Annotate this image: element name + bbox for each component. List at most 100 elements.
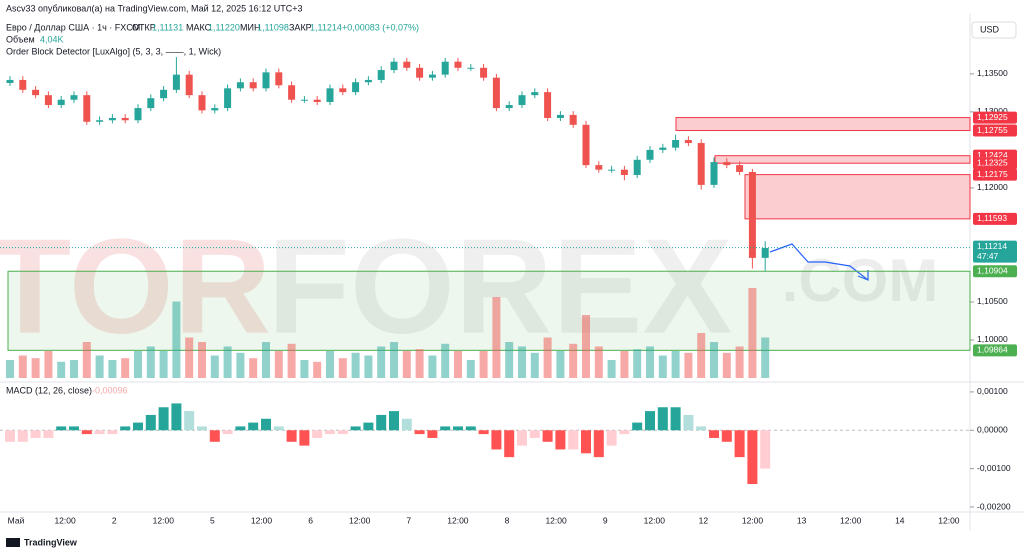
macd-tick-label: -0,00200 bbox=[977, 501, 1011, 511]
macd-bar bbox=[657, 407, 668, 431]
macd-bar bbox=[56, 426, 67, 431]
price-tag-label: 1,10904 bbox=[977, 265, 1008, 275]
volume-bar bbox=[274, 351, 283, 378]
macd-bar bbox=[389, 411, 399, 431]
volume-bar bbox=[697, 333, 706, 378]
candle-body bbox=[428, 74, 436, 78]
macd-bar bbox=[363, 422, 374, 431]
volume-bar bbox=[364, 355, 373, 378]
plot-layer: 1,13500 1,13000 1,12000 1,10500 1,10000 0,001… bbox=[0, 57, 1017, 525]
price-tag bbox=[973, 124, 1017, 137]
candle-body bbox=[684, 140, 692, 144]
macd-bar bbox=[30, 430, 41, 438]
macd-bar bbox=[734, 430, 745, 458]
candle-body bbox=[83, 95, 91, 122]
candle-body bbox=[6, 79, 14, 83]
macd-bar bbox=[517, 430, 527, 446]
volume-bar bbox=[6, 360, 14, 378]
candle-body bbox=[185, 74, 193, 96]
macd-bar bbox=[760, 430, 771, 469]
time-label: 2 bbox=[112, 515, 117, 525]
current-price-tag bbox=[973, 240, 1017, 263]
volume-bar bbox=[326, 351, 334, 378]
volume-bar bbox=[582, 315, 590, 378]
author: Ascv33 опубликовал(а) на TradingView.com… bbox=[6, 3, 302, 13]
volume-bar bbox=[518, 346, 526, 378]
candle-body bbox=[377, 70, 385, 80]
forecast-path bbox=[769, 243, 869, 281]
legend: Евро / Доллар США · 1ч · FXCM ОТКР 1,111… bbox=[6, 22, 419, 56]
time-label: 5 bbox=[210, 515, 215, 525]
macd-bar bbox=[696, 426, 707, 431]
candle-body bbox=[96, 120, 104, 122]
macd-bar bbox=[222, 430, 233, 435]
candle-body bbox=[556, 114, 564, 118]
macd-bar bbox=[427, 430, 438, 438]
candle-body bbox=[70, 95, 78, 100]
volume-bar bbox=[31, 358, 40, 378]
symbol: Евро / Доллар США · 1ч · FXCM bbox=[6, 22, 140, 32]
volume-bar bbox=[249, 358, 258, 378]
open-label: ОТКР bbox=[132, 22, 156, 32]
time-label: 12:00 bbox=[349, 515, 371, 525]
currency-button[interactable] bbox=[971, 21, 1017, 39]
macd-bar bbox=[248, 422, 259, 431]
macd-bar bbox=[632, 422, 643, 431]
volume-bar bbox=[735, 346, 744, 378]
volume-bar bbox=[377, 346, 386, 378]
candle-body bbox=[441, 61, 449, 75]
macd-bar bbox=[593, 430, 604, 458]
volume-bar bbox=[338, 358, 347, 378]
macd-bar bbox=[465, 426, 476, 431]
candle-body bbox=[467, 67, 475, 69]
volume-bar bbox=[390, 342, 398, 378]
time-label: 13 bbox=[797, 515, 807, 525]
candle-body bbox=[608, 169, 616, 171]
footer-logo bbox=[6, 538, 20, 547]
countdown: 47:47 bbox=[977, 251, 999, 261]
macd-bar bbox=[491, 430, 502, 450]
volume-bar bbox=[454, 351, 462, 378]
macd-tick-label: 0,00000 bbox=[977, 425, 1008, 435]
macd-bar bbox=[568, 430, 579, 450]
volume-bar bbox=[441, 343, 450, 378]
candle-body bbox=[736, 165, 744, 172]
candle-body bbox=[32, 89, 40, 96]
volume-bar bbox=[543, 337, 552, 378]
volume-bar bbox=[684, 352, 693, 378]
volume-bar bbox=[658, 355, 667, 378]
volume-bar bbox=[646, 346, 654, 378]
price-tag-label: 1,12325 bbox=[977, 157, 1008, 167]
macd-bar bbox=[542, 430, 553, 442]
candle-body bbox=[313, 99, 321, 102]
macd-bar bbox=[94, 430, 105, 435]
price-tag bbox=[973, 265, 1017, 278]
footer-brand: TradingView bbox=[24, 537, 78, 547]
macd-bar bbox=[350, 426, 361, 431]
time-label: 12:00 bbox=[54, 515, 76, 525]
macd-bar bbox=[670, 407, 681, 431]
macd-title: MACD (12, 26, close) bbox=[6, 385, 92, 395]
macd-bar bbox=[606, 430, 617, 446]
macd-bar bbox=[299, 430, 310, 446]
volume-bar bbox=[594, 346, 603, 378]
macd-bar bbox=[312, 430, 323, 438]
time-label: 14 bbox=[895, 515, 905, 525]
volume-bar bbox=[710, 342, 718, 378]
macd-bar bbox=[529, 430, 540, 438]
price-tag-label: 1,12175 bbox=[977, 169, 1008, 179]
candle-body bbox=[364, 79, 372, 83]
forecast-arrowhead bbox=[857, 270, 869, 281]
volume-bar bbox=[569, 343, 578, 378]
price-tag bbox=[973, 168, 1017, 181]
candle-body bbox=[697, 143, 705, 185]
candle-body bbox=[300, 99, 308, 101]
macd-bar bbox=[581, 430, 591, 454]
volume-bar bbox=[18, 355, 27, 378]
volume-bar bbox=[415, 349, 424, 378]
price-tag-label: 1,12424 bbox=[977, 150, 1008, 160]
price-tick-label: 1,10000 bbox=[977, 334, 1008, 344]
time-label: 12:00 bbox=[447, 515, 469, 525]
time-label: 9 bbox=[603, 515, 608, 525]
